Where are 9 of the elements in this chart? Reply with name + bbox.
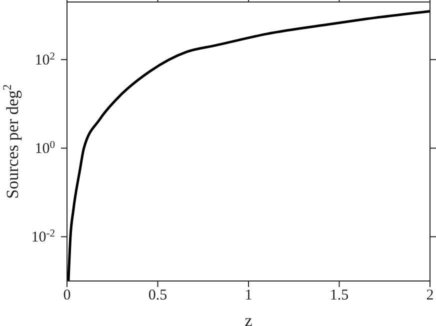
x-tick-label: 2 (426, 288, 434, 304)
x-axis-title: z (244, 311, 253, 326)
x-tick-label: 1.5 (330, 288, 349, 304)
x-tick-label: 1 (244, 288, 252, 304)
y-tick-label: 10$^{2}$ (34, 51, 55, 69)
y-tick-label: 10$^{0}$ (34, 140, 55, 158)
y-tick-label: 10$^{-2}$ (31, 228, 55, 246)
x-tick-label: 0 (63, 288, 71, 304)
x-tick-label: 0.5 (148, 288, 168, 304)
